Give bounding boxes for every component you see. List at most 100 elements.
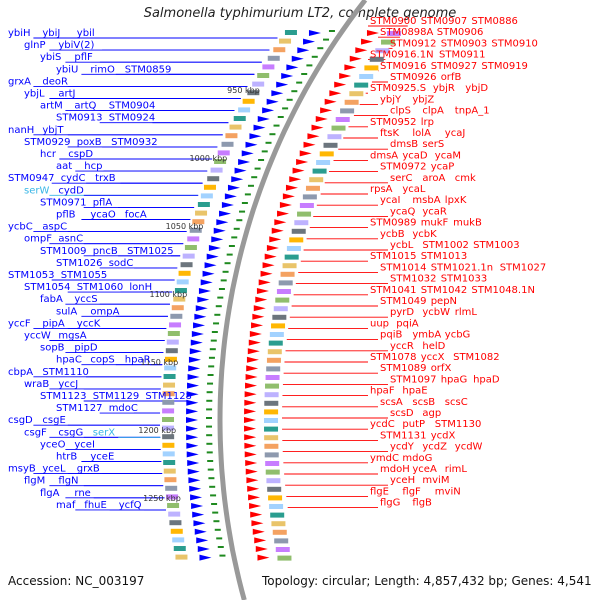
reverse-feature	[250, 511, 263, 518]
annotation-block	[268, 495, 283, 501]
forward-feature	[211, 236, 224, 243]
forward-feature	[286, 64, 299, 71]
gene-label-right: STM0916	[380, 61, 427, 72]
annotation-block	[386, 31, 401, 36]
gene-label-right: hpaG	[441, 374, 468, 385]
gene-label-right: mukB	[453, 218, 482, 229]
reverse-feature	[285, 184, 298, 191]
gene-label-right: agp	[422, 408, 441, 419]
annotation-block	[164, 356, 177, 362]
annotation-block	[178, 270, 191, 276]
gene-label-left: flgN	[58, 476, 78, 487]
forward-feature	[186, 408, 199, 415]
tick-mark	[213, 520, 220, 523]
annotation-block	[264, 452, 279, 458]
annotation-block	[294, 220, 309, 226]
gene-label-right: lolA	[412, 128, 431, 139]
ruler-label: 1050 kbp	[166, 222, 204, 231]
gene-label-left: poxB	[77, 137, 102, 148]
gene-label-right: STM1082	[453, 352, 500, 363]
annotation-block	[264, 418, 279, 423]
gene-label-left: pipD	[74, 343, 97, 354]
annotation-block	[163, 468, 176, 474]
gene-label-left: hpaR	[125, 355, 151, 366]
annotation-block	[200, 193, 213, 199]
gene-label-right: flgG	[380, 498, 400, 509]
backbone-arc	[217, 0, 368, 600]
annotation-block	[265, 375, 280, 380]
forward-feature	[208, 245, 221, 251]
gene-label-right: ycbL	[390, 240, 414, 251]
annotation-block	[233, 116, 246, 121]
gene-label-left: STM0947	[8, 173, 55, 184]
gene-label-left: STM1025	[127, 246, 174, 257]
annotation-block	[265, 383, 280, 389]
gene-label-left: mgsA	[58, 331, 86, 342]
tick-mark	[216, 537, 223, 540]
gene-label-right: ftsK	[380, 128, 399, 139]
gene-label-right: dmsA	[370, 150, 398, 161]
gene-label-right: STM1002	[422, 240, 469, 251]
gene-label-left: yccS	[74, 294, 97, 305]
tick-mark	[206, 425, 213, 428]
annotation-block	[354, 82, 369, 88]
forward-feature	[227, 184, 240, 191]
gene-label-right: ymbA	[412, 330, 441, 341]
tick-mark	[231, 236, 238, 239]
gene-label-left: serX	[93, 427, 115, 438]
forward-feature	[194, 528, 207, 535]
annotation-block	[180, 262, 193, 268]
annotation-block	[266, 357, 281, 363]
gene-label-right: ycaR	[422, 206, 447, 217]
annotation-block	[327, 134, 342, 140]
annotation-block	[229, 124, 242, 130]
gene-label-right: STM1042	[421, 285, 468, 296]
tick-mark	[265, 141, 272, 144]
annotation-block	[264, 409, 279, 415]
gene-label-left: focA	[125, 210, 147, 221]
annotation-block	[175, 554, 188, 560]
gene-label-right: ycaI	[380, 195, 401, 206]
gene-label-right: STM1027	[500, 262, 547, 273]
gene-label-right: STM1048.1N	[471, 285, 535, 296]
annotation-block	[286, 246, 301, 251]
gene-label-right: STM0898A	[380, 27, 434, 38]
ruler-label: 1150 kbp	[141, 358, 179, 367]
gene-label-left: maf	[56, 500, 76, 511]
gene-label-left: cspD	[68, 149, 93, 160]
annotation-block	[162, 408, 175, 414]
gene-label-right: ybjZ	[412, 94, 434, 105]
gene-label-right: flgB	[412, 498, 432, 509]
reverse-feature	[279, 202, 292, 208]
annotation-block	[252, 81, 265, 87]
forward-feature	[276, 81, 289, 88]
gene-label-left: ycbC	[8, 222, 33, 233]
reverse-feature	[299, 150, 312, 157]
forward-feature	[186, 442, 199, 449]
forward-feature	[194, 313, 207, 320]
gene-label-right: orfB	[441, 72, 462, 83]
tick-mark	[247, 184, 254, 187]
gene-label-left: csgD	[8, 415, 33, 426]
reverse-feature	[311, 124, 324, 131]
gene-label-right: ybjR	[433, 83, 455, 94]
reverse-feature	[296, 159, 309, 165]
gene-label-left: pflA	[93, 197, 113, 208]
reverse-feature	[245, 468, 258, 475]
gene-label-right: STM0916.1N	[370, 50, 434, 61]
reverse-feature	[246, 477, 259, 484]
gene-label-right: mviM	[422, 475, 449, 486]
ruler-label: 1100 kbp	[150, 290, 188, 299]
gene-label-left: aspC	[42, 222, 67, 233]
annotation-block	[166, 494, 179, 500]
reverse-feature	[244, 425, 257, 432]
forward-feature	[221, 202, 234, 208]
annotation-block	[162, 451, 175, 457]
gene-label-left: asnC	[58, 234, 83, 245]
annotation-block	[164, 365, 177, 371]
forward-feature	[186, 451, 199, 458]
gene-label-left: fhuE	[84, 500, 107, 511]
gene-label-left: glnP	[24, 40, 46, 51]
annotation-block	[375, 48, 390, 54]
